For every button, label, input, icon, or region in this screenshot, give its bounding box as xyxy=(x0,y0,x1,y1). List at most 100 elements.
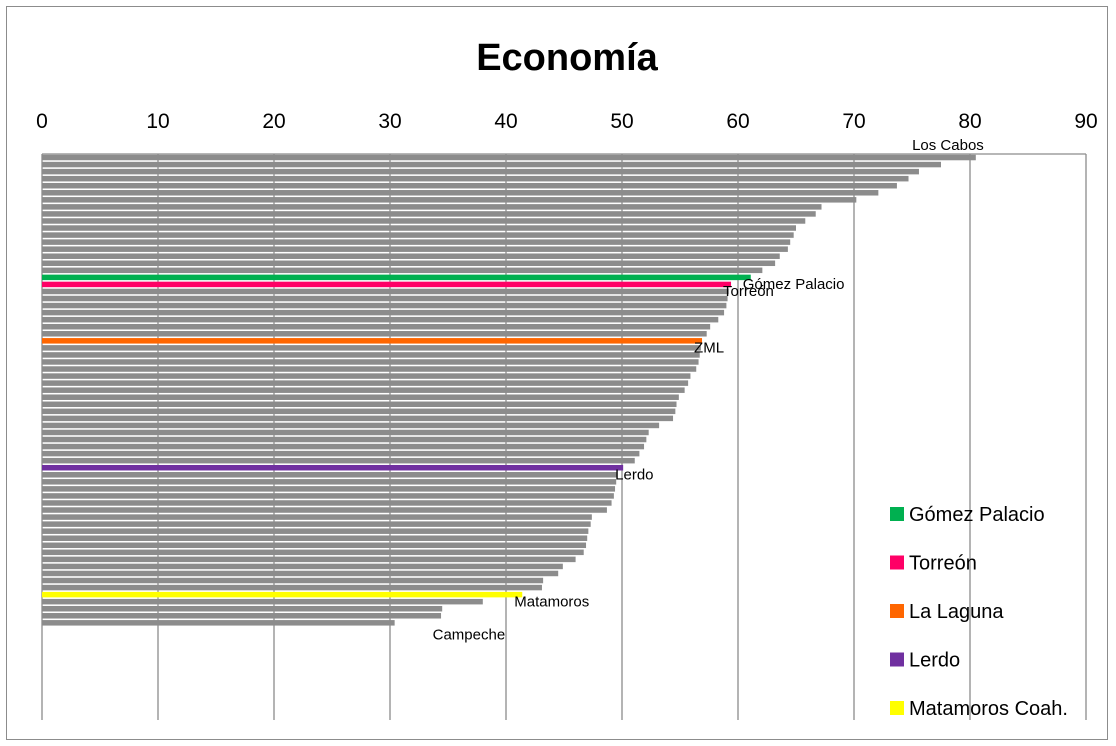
bar xyxy=(42,161,941,168)
bar xyxy=(42,316,719,323)
x-tick-label: 50 xyxy=(610,110,633,133)
bar xyxy=(42,401,677,408)
bar-annotation: Campeche xyxy=(433,626,506,643)
bar xyxy=(42,408,676,415)
bar xyxy=(42,253,780,259)
x-tick-label: 10 xyxy=(146,110,169,133)
bar xyxy=(42,380,689,386)
legend-label: Lerdo xyxy=(909,650,960,672)
bar xyxy=(42,246,788,252)
bar xyxy=(42,211,816,217)
bar xyxy=(42,514,592,520)
bar xyxy=(42,457,635,464)
x-tick-label: 80 xyxy=(958,110,981,133)
bar-highlight xyxy=(42,591,523,598)
bar xyxy=(42,331,707,337)
bar xyxy=(42,436,647,443)
x-tick-label: 30 xyxy=(378,110,401,133)
bar-label: Matamoros xyxy=(514,593,589,610)
bar xyxy=(42,486,616,492)
bar xyxy=(42,387,685,393)
bar xyxy=(42,535,588,541)
bar xyxy=(42,295,728,302)
bar xyxy=(42,323,711,330)
bar xyxy=(42,500,612,506)
legend-swatch xyxy=(890,604,904,618)
x-tick-label: 70 xyxy=(842,110,865,133)
x-tick-label: 20 xyxy=(262,110,285,133)
legend-label: La Laguna xyxy=(909,601,1004,623)
bar xyxy=(42,182,897,189)
legend-label: Matamoros Coah. xyxy=(909,698,1068,720)
legend-label: Torreón xyxy=(909,553,977,575)
bar xyxy=(42,577,544,584)
bar-annotations: Gómez PalacioTorreónZMLLerdoMatamorosLos… xyxy=(433,137,984,643)
bar xyxy=(42,507,607,513)
bar xyxy=(42,345,701,351)
bar xyxy=(42,366,697,372)
legend-swatch xyxy=(890,507,904,521)
bar xyxy=(42,584,542,591)
bar xyxy=(42,168,919,175)
bar xyxy=(42,472,618,478)
bar-highlight xyxy=(42,338,703,344)
bar xyxy=(42,232,794,238)
bar xyxy=(42,260,776,267)
x-tick-label: 90 xyxy=(1074,110,1097,133)
bar xyxy=(42,197,857,203)
x-tick-label: 60 xyxy=(726,110,749,133)
x-tick-label: 40 xyxy=(494,110,517,133)
bar-label: ZML xyxy=(694,340,724,357)
bar xyxy=(42,373,691,379)
bar xyxy=(42,422,660,429)
bar xyxy=(42,394,679,400)
bar xyxy=(42,352,700,358)
bar xyxy=(42,493,614,499)
legend-swatch xyxy=(890,701,904,715)
bars xyxy=(42,154,976,626)
legend-label: Gómez Palacio xyxy=(909,504,1045,526)
bar-highlight xyxy=(42,464,624,471)
bar xyxy=(42,450,640,457)
bar xyxy=(42,309,725,316)
legend-swatch xyxy=(890,652,904,667)
bar xyxy=(42,175,909,182)
bar xyxy=(42,429,649,436)
bar xyxy=(42,528,589,534)
bar xyxy=(42,154,976,161)
bar xyxy=(42,613,442,619)
bar-label: Lerdo xyxy=(615,466,653,483)
bar xyxy=(42,239,791,245)
bar xyxy=(42,190,879,196)
bar-label: Gómez Palacio xyxy=(743,276,845,293)
bar xyxy=(42,288,729,295)
bar xyxy=(42,359,699,365)
bar xyxy=(42,225,796,231)
x-tick-label: 0 xyxy=(36,110,48,133)
bar xyxy=(42,570,559,577)
legend-swatch xyxy=(890,555,904,570)
bar xyxy=(42,302,727,309)
bar xyxy=(42,598,483,605)
bar xyxy=(42,204,822,210)
bar xyxy=(42,605,443,612)
bar xyxy=(42,521,591,527)
legend: Gómez Palacio Torreón La Laguna Lerdo Matamo… xyxy=(890,504,1068,720)
bar xyxy=(42,620,395,626)
bar xyxy=(42,415,674,422)
bar xyxy=(42,479,617,485)
bar-highlight xyxy=(42,274,751,281)
bar-annotation: Los Cabos xyxy=(912,137,984,154)
bar xyxy=(42,563,563,570)
bar xyxy=(42,218,806,224)
bar-highlight xyxy=(42,281,732,288)
chart-title: Economía xyxy=(476,37,658,79)
bar-label: Torreón xyxy=(723,283,774,300)
bar xyxy=(42,549,584,556)
x-axis-ticks: 0 10 20 30 40 50 60 70 80 90 xyxy=(36,110,1098,133)
bar xyxy=(42,542,587,549)
bar xyxy=(42,556,576,563)
bar xyxy=(42,443,645,450)
bar xyxy=(42,267,763,274)
